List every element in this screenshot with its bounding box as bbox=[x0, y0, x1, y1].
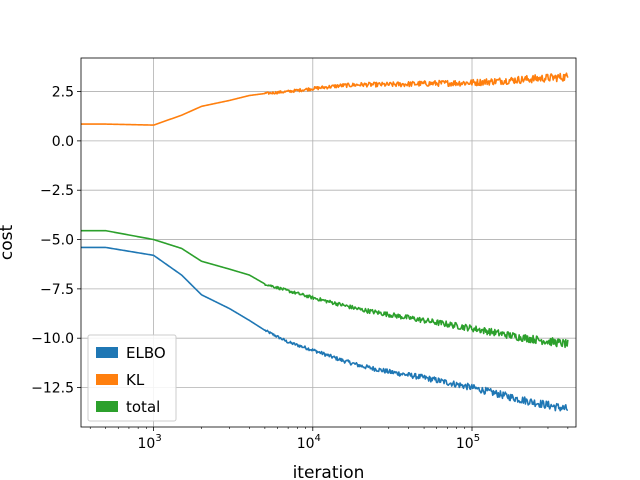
series-line-kl bbox=[80, 72, 569, 126]
x-tick-label-base: 10 bbox=[456, 436, 474, 452]
y-tick-label: −12.5 bbox=[31, 381, 74, 397]
y-tick-label: 0.0 bbox=[52, 134, 74, 150]
legend-label-kl: KL bbox=[126, 371, 145, 389]
x-tick-label: 103 bbox=[137, 433, 161, 452]
legend-label-total: total bbox=[126, 398, 160, 416]
x-tick-label-exponent: 3 bbox=[155, 433, 161, 444]
legend: ELBO KL total bbox=[87, 334, 177, 422]
x-tick-label: 105 bbox=[456, 433, 480, 452]
plot-frame bbox=[80, 57, 577, 428]
series-layer bbox=[80, 72, 569, 412]
legend-swatch-total bbox=[96, 401, 118, 412]
legend-swatch-kl bbox=[96, 374, 118, 385]
y-tick-label: −5.0 bbox=[40, 233, 74, 249]
x-tick-label-base: 10 bbox=[297, 436, 315, 452]
y-tick-label: −2.5 bbox=[40, 183, 74, 199]
x-tick-label-base: 10 bbox=[137, 436, 155, 452]
y-tick-label: −10.0 bbox=[31, 331, 74, 347]
legend-label-elbo: ELBO bbox=[126, 344, 166, 362]
y-axis-label: cost bbox=[0, 225, 17, 261]
x-tick-label: 104 bbox=[297, 433, 321, 452]
y-tick-label: −7.5 bbox=[40, 282, 74, 298]
x-tick-label-exponent: 4 bbox=[315, 433, 321, 444]
x-axis-label: iteration bbox=[293, 463, 365, 480]
y-tick-label: 2.5 bbox=[52, 85, 74, 101]
series-line-total bbox=[80, 229, 569, 349]
x-tick-label-exponent: 5 bbox=[474, 433, 480, 444]
legend-swatch-elbo bbox=[96, 347, 118, 358]
series-line-elbo bbox=[80, 246, 569, 412]
